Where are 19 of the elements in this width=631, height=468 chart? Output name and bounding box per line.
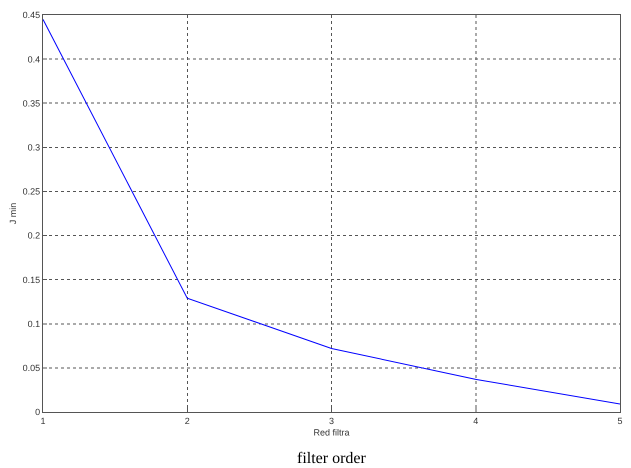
x-tick-label: 5 <box>617 416 623 426</box>
y-tick-label: 0.3 <box>28 142 40 152</box>
y-tick-label: 0.15 <box>22 274 40 285</box>
x-tick-label: 2 <box>184 416 190 426</box>
y-tick-label: 0.05 <box>22 363 40 374</box>
y-axis-title: J min <box>8 202 18 224</box>
text: filter order <box>297 450 367 467</box>
x-tick-label: 3 <box>328 416 334 426</box>
y-tick-label: 0.35 <box>22 98 40 108</box>
x-tick-label: 1 <box>40 416 46 426</box>
y-tick-label: 0 <box>35 407 40 418</box>
y-tick-label: 0.25 <box>22 186 40 197</box>
x-tick-label: 4 <box>473 416 478 426</box>
y-tick-label: 0.45 <box>22 10 40 20</box>
y-tick-label: 0.2 <box>28 230 40 241</box>
y-tick-label: 0.1 <box>28 318 40 329</box>
x-axis-title: Red filtra <box>313 428 350 438</box>
line-series <box>43 18 620 405</box>
y-tick-label: 0.4 <box>28 54 40 64</box>
